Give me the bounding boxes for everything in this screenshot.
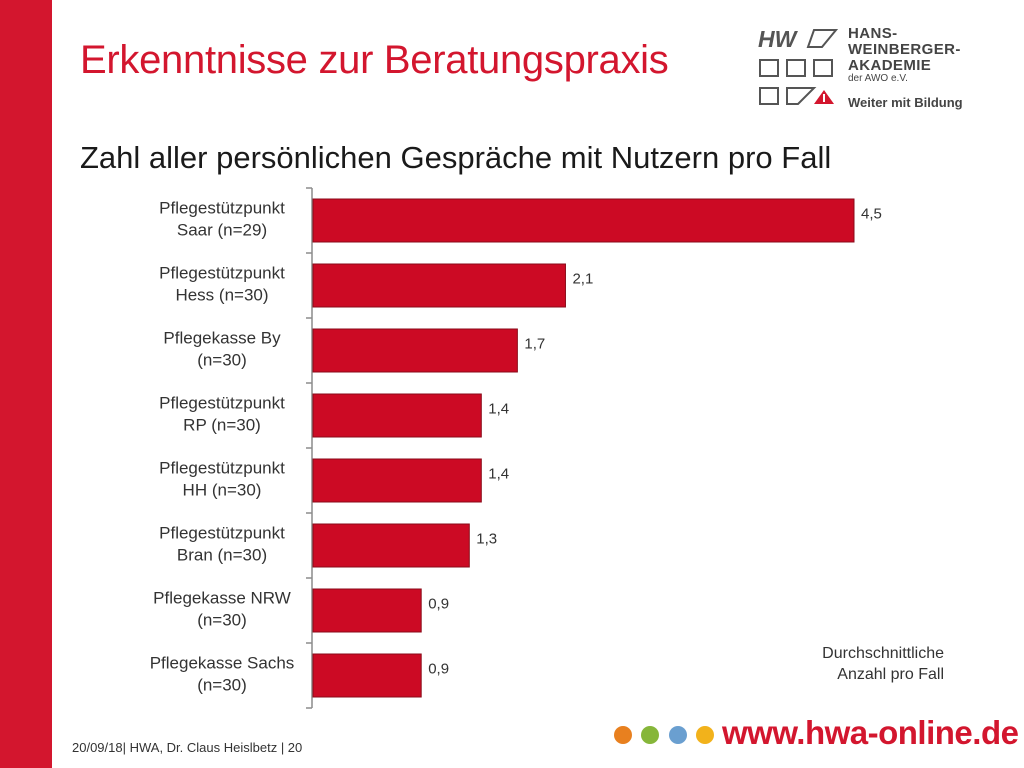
- orange-dot-icon: [614, 726, 632, 744]
- data-label: 1,3: [476, 530, 497, 547]
- hwa-logo-mark-icon: HW: [758, 26, 839, 105]
- slide-title: Erkenntnisse zur Beratungspraxis: [80, 38, 669, 82]
- bar: [312, 393, 482, 438]
- chart-note: Durchschnittliche Anzahl pro Fall: [760, 643, 944, 685]
- logo-line-2: WEINBERGER-: [848, 41, 961, 58]
- category-label: Pflegekasse Sachs (n=30): [150, 654, 295, 695]
- bar: [312, 523, 470, 568]
- chart-note-line-1: Durchschnittliche: [822, 645, 944, 662]
- chart-title: Zahl aller persönlichen Gespräche mit Nu…: [80, 140, 832, 175]
- logo-mark-letters: HW: [758, 26, 799, 52]
- category-label: Pflegestützpunkt Saar (n=29): [159, 199, 285, 240]
- logo-line-3: AKADEMIE: [848, 57, 932, 74]
- data-label: 1,7: [524, 335, 545, 352]
- category-label: Pflegestützpunkt RP (n=30): [159, 394, 285, 435]
- category-label: Pflegekasse By (n=30): [163, 329, 281, 370]
- bar: [312, 328, 518, 373]
- bar: [312, 458, 482, 503]
- bar: [312, 263, 566, 308]
- data-label: 1,4: [488, 465, 509, 482]
- category-label: Pflegekasse NRW (n=30): [153, 589, 291, 630]
- hwa-logo: HW HANS- WEINBERGER- AKADEMIE der AWO e.…: [756, 26, 986, 116]
- bar: [312, 198, 855, 243]
- logo-line-1: HANS-: [848, 25, 898, 42]
- green-dot-icon: [641, 726, 660, 744]
- category-label: Pflegestützpunkt Hess (n=30): [159, 264, 285, 305]
- data-label: 2,1: [572, 270, 593, 287]
- bar: [312, 588, 422, 633]
- chart-note-line-2: Anzahl pro Fall: [837, 666, 944, 683]
- category-label: Pflegestützpunkt HH (n=30): [159, 459, 285, 500]
- logo-tagline: Weiter mit Bildung: [848, 95, 963, 110]
- data-label: 0,9: [428, 595, 449, 612]
- slide-footer: 20/09/18| HWA, Dr. Claus Heislbetz | 20: [72, 740, 303, 755]
- bar: [312, 653, 422, 698]
- yellow-dot-icon: [696, 726, 715, 744]
- website-url: www.hwa-online.de: [722, 714, 1019, 751]
- data-label: 1,4: [488, 400, 509, 417]
- blue-dot-icon: [668, 726, 687, 744]
- logo-line-4: der AWO e.V.: [848, 73, 908, 84]
- data-label: 0,9: [428, 660, 449, 677]
- brand-dots: [614, 726, 719, 746]
- data-label: 4,5: [861, 205, 882, 222]
- left-accent-stripe: [0, 0, 52, 768]
- category-label: Pflegestützpunkt Bran (n=30): [159, 524, 285, 565]
